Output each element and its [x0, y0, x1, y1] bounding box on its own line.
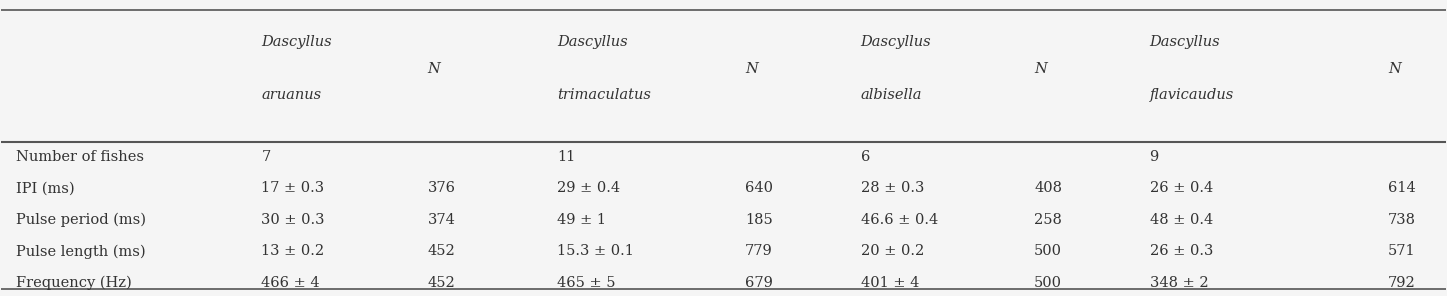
- Text: 401 ± 4: 401 ± 4: [861, 276, 919, 290]
- Text: N: N: [1388, 62, 1401, 76]
- Text: 17 ± 0.3: 17 ± 0.3: [262, 181, 324, 195]
- Text: Dascyllus: Dascyllus: [557, 36, 628, 49]
- Text: N: N: [1035, 62, 1046, 76]
- Text: 29 ± 0.4: 29 ± 0.4: [557, 181, 621, 195]
- Text: 500: 500: [1035, 244, 1062, 258]
- Text: 779: 779: [745, 244, 773, 258]
- Text: trimaculatus: trimaculatus: [557, 88, 651, 102]
- Text: 20 ± 0.2: 20 ± 0.2: [861, 244, 925, 258]
- Text: Number of fishes: Number of fishes: [16, 150, 143, 164]
- Text: 452: 452: [427, 244, 456, 258]
- Text: 28 ± 0.3: 28 ± 0.3: [861, 181, 925, 195]
- Text: Pulse period (ms): Pulse period (ms): [16, 213, 146, 227]
- Text: 9: 9: [1149, 150, 1159, 164]
- Text: N: N: [427, 62, 440, 76]
- Text: IPI (ms): IPI (ms): [16, 181, 74, 195]
- Text: 26 ± 0.4: 26 ± 0.4: [1149, 181, 1213, 195]
- Text: Dascyllus: Dascyllus: [1149, 36, 1220, 49]
- Text: 348 ± 2: 348 ± 2: [1149, 276, 1208, 290]
- Text: 614: 614: [1388, 181, 1415, 195]
- Text: 46.6 ± 0.4: 46.6 ± 0.4: [861, 213, 938, 227]
- Text: Dascyllus: Dascyllus: [861, 36, 932, 49]
- Text: 792: 792: [1388, 276, 1415, 290]
- Text: N: N: [745, 62, 758, 76]
- Text: flavicaudus: flavicaudus: [1149, 88, 1234, 102]
- Text: 465 ± 5: 465 ± 5: [557, 276, 616, 290]
- Text: 48 ± 0.4: 48 ± 0.4: [1149, 213, 1213, 227]
- Text: 11: 11: [557, 150, 576, 164]
- Text: 738: 738: [1388, 213, 1415, 227]
- Text: aruanus: aruanus: [262, 88, 321, 102]
- Text: 466 ± 4: 466 ± 4: [262, 276, 320, 290]
- Text: 49 ± 1: 49 ± 1: [557, 213, 606, 227]
- Text: 500: 500: [1035, 276, 1062, 290]
- Text: 452: 452: [427, 276, 456, 290]
- Text: 15.3 ± 0.1: 15.3 ± 0.1: [557, 244, 634, 258]
- Text: 26 ± 0.3: 26 ± 0.3: [1149, 244, 1213, 258]
- Text: 374: 374: [427, 213, 456, 227]
- Text: 7: 7: [262, 150, 271, 164]
- Text: Pulse length (ms): Pulse length (ms): [16, 244, 146, 259]
- Text: Dascyllus: Dascyllus: [262, 36, 331, 49]
- Text: 408: 408: [1035, 181, 1062, 195]
- Text: 13 ± 0.2: 13 ± 0.2: [262, 244, 324, 258]
- Text: 679: 679: [745, 276, 773, 290]
- Text: 640: 640: [745, 181, 773, 195]
- Text: 6: 6: [861, 150, 870, 164]
- Text: 30 ± 0.3: 30 ± 0.3: [262, 213, 324, 227]
- Text: 185: 185: [745, 213, 773, 227]
- Text: Frequency (Hz): Frequency (Hz): [16, 276, 132, 290]
- Text: 571: 571: [1388, 244, 1415, 258]
- Text: 376: 376: [427, 181, 456, 195]
- Text: albisella: albisella: [861, 88, 922, 102]
- Text: 258: 258: [1035, 213, 1062, 227]
